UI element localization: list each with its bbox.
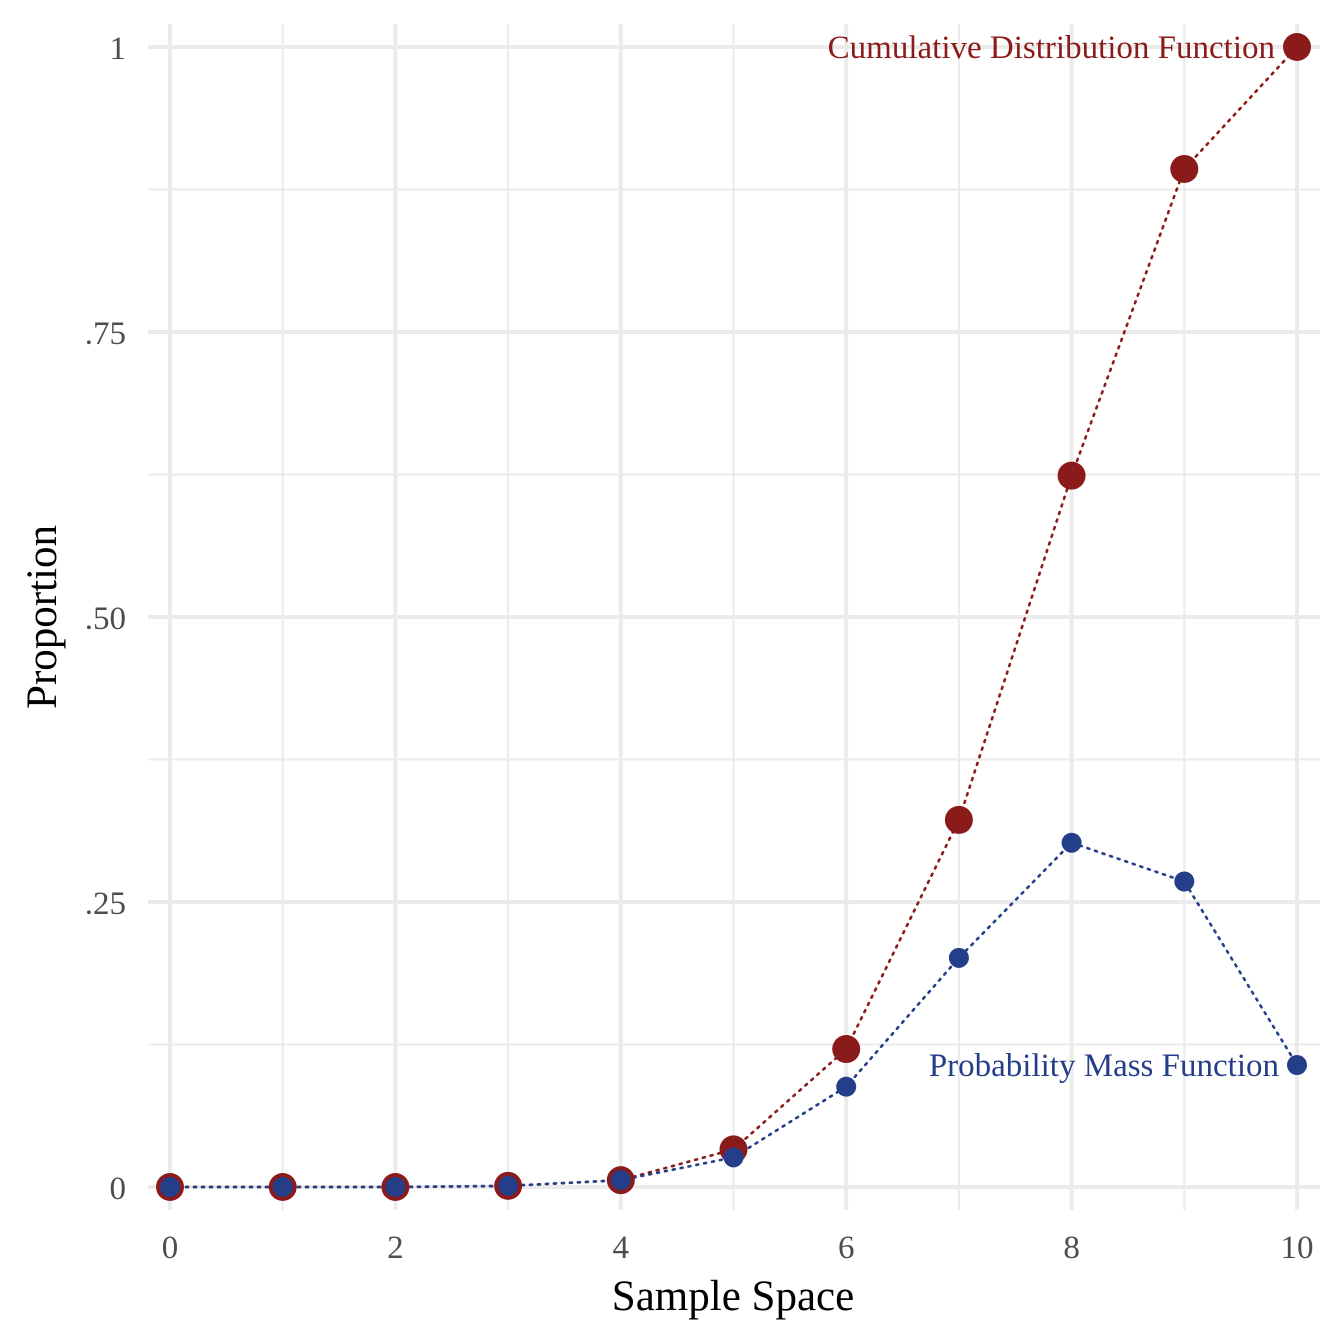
pmf-line — [168, 841, 1299, 1189]
y-tick-label: .25 — [85, 886, 126, 922]
y-axis-ticks: 0 .25 .50 .75 1 — [85, 31, 126, 1207]
x-tick-label: 2 — [387, 1230, 404, 1266]
x-tick-label: 4 — [613, 1230, 630, 1266]
x-tick-label: 8 — [1063, 1230, 1080, 1266]
cdf-point — [1283, 33, 1311, 61]
y-tick-label: 0 — [110, 1171, 127, 1207]
pmf-point — [836, 1076, 857, 1097]
pmf-point — [385, 1177, 406, 1197]
pmf-label: Probability Mass Function — [929, 1048, 1279, 1084]
pmf-point — [1061, 832, 1082, 853]
x-tick-label: 6 — [838, 1230, 855, 1266]
cdf-label: Cumulative Distribution Function — [828, 30, 1275, 66]
pmf-point — [498, 1175, 519, 1196]
y-tick-label: .50 — [85, 601, 126, 637]
series-points — [156, 33, 1311, 1201]
pmf-point — [1287, 1055, 1307, 1076]
x-axis-title: Sample Space — [612, 1273, 854, 1320]
y-tick-label: .75 — [85, 316, 126, 352]
pmf-point — [948, 947, 969, 968]
cdf-point — [1170, 154, 1199, 183]
pmf-point — [610, 1170, 631, 1191]
series-labels: Cumulative Distribution Function Probabil… — [828, 30, 1279, 1084]
pmf-point — [1174, 871, 1195, 892]
y-axis-title: Proportion — [19, 525, 66, 709]
cdf-point — [1057, 461, 1086, 490]
y-tick-label: 1 — [110, 31, 127, 67]
cdf-point — [832, 1035, 861, 1064]
pmf-point — [160, 1177, 180, 1197]
major-gridlines — [148, 24, 1320, 1210]
pmf-point — [723, 1147, 744, 1168]
pmf-point — [272, 1177, 293, 1197]
x-axis-ticks: 0 2 4 6 8 10 — [162, 1230, 1314, 1266]
cdf-point — [944, 805, 973, 834]
x-tick-label: 10 — [1281, 1230, 1314, 1266]
x-tick-label: 0 — [162, 1230, 179, 1266]
